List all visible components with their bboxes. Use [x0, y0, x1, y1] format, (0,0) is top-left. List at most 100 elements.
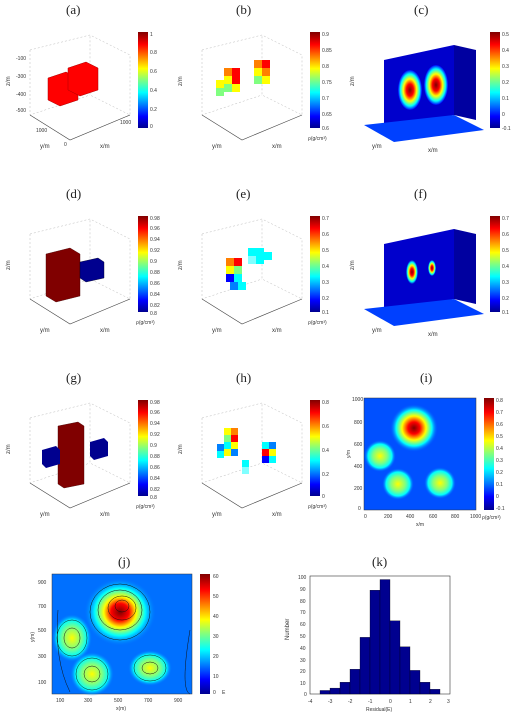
histogram-bar — [339, 682, 351, 695]
svg-text:-2: -2 — [348, 699, 353, 705]
svg-text:0.8: 0.8 — [150, 311, 157, 317]
colorbar-j — [200, 574, 210, 694]
slice-horizontal-f — [364, 299, 484, 326]
svg-text:300: 300 — [84, 698, 93, 704]
histogram-bar — [379, 579, 391, 695]
svg-text:600: 600 — [354, 442, 363, 448]
svg-text:200: 200 — [384, 514, 393, 520]
svg-text:0.4: 0.4 — [502, 264, 509, 270]
svg-text:0.82: 0.82 — [150, 303, 160, 309]
contour-lines — [56, 583, 191, 695]
svg-text:-0.1: -0.1 — [496, 506, 505, 512]
svg-text:Residual(E): Residual(E) — [366, 707, 392, 713]
panel-h-3d-blocks: z/m y/m x/m 0.8 0.6 0.4 0.2 0 ρ(g/cm³) — [178, 400, 329, 518]
panel-i-2d-map: 1000 800 600 400 200 0 0 200 400 600 800… — [346, 397, 505, 528]
svg-text:z/m: z/m — [178, 444, 184, 454]
svg-text:y(m): y(m) — [30, 632, 36, 642]
colorbar-b — [310, 32, 320, 128]
svg-text:z/m: z/m — [6, 444, 12, 454]
svg-text:0.2: 0.2 — [502, 80, 509, 86]
svg-text:1: 1 — [150, 32, 153, 38]
svg-text:100: 100 — [56, 698, 65, 704]
svg-text:0.7: 0.7 — [502, 216, 509, 222]
svg-text:0: 0 — [150, 124, 153, 130]
block-g1 — [57, 421, 85, 489]
svg-text:0.5: 0.5 — [502, 248, 509, 254]
anomaly-j2 — [52, 614, 92, 662]
svg-text:300: 300 — [38, 654, 47, 660]
svg-text:0.5: 0.5 — [496, 434, 503, 440]
histogram-bar — [369, 590, 381, 695]
svg-text:0.96: 0.96 — [150, 410, 160, 416]
svg-text:-500: -500 — [16, 108, 26, 114]
svg-text:ρ(g/cm³): ρ(g/cm³) — [136, 320, 155, 326]
block-e2 — [248, 248, 272, 264]
anomaly-i1 — [390, 404, 438, 452]
block-b1 — [216, 68, 240, 96]
svg-text:90: 90 — [300, 587, 306, 593]
svg-text:50: 50 — [300, 634, 306, 640]
histogram-bar — [319, 690, 331, 695]
svg-text:-400: -400 — [16, 92, 26, 98]
svg-text:0: 0 — [358, 506, 361, 512]
svg-text:0.7: 0.7 — [322, 216, 329, 222]
svg-text:800: 800 — [451, 514, 460, 520]
svg-text:0.2: 0.2 — [496, 470, 503, 476]
svg-text:0.2: 0.2 — [322, 296, 329, 302]
svg-text:0: 0 — [322, 494, 325, 500]
histogram-bar — [429, 689, 441, 695]
histogram-bar — [409, 670, 421, 695]
svg-text:0.1: 0.1 — [322, 310, 329, 316]
colorbar-f — [490, 216, 500, 312]
svg-text:0.4: 0.4 — [322, 264, 329, 270]
svg-text:0.6: 0.6 — [322, 424, 329, 430]
svg-text:z/m: z/m — [350, 260, 356, 270]
svg-text:x/m: x/m — [272, 512, 282, 518]
block-h2 — [242, 460, 249, 474]
svg-text:0.92: 0.92 — [150, 248, 160, 254]
panel-k-histogram: 100 90 80 70 60 50 40 30 20 10 0 -4 -3 -… — [285, 575, 451, 713]
anomaly-i3 — [382, 468, 414, 500]
svg-text:10: 10 — [300, 681, 306, 687]
svg-text:y/m: y/m — [212, 512, 222, 518]
svg-text:y/m: y/m — [212, 144, 222, 150]
colorbar-a — [138, 32, 148, 128]
svg-text:x/m: x/m — [100, 328, 110, 334]
svg-text:-3: -3 — [328, 699, 333, 705]
svg-text:0.6: 0.6 — [496, 422, 503, 428]
svg-text:700: 700 — [144, 698, 153, 704]
svg-text:0.98: 0.98 — [150, 400, 160, 406]
anomaly-c1 — [398, 70, 422, 110]
svg-text:0.1: 0.1 — [502, 310, 509, 316]
svg-text:1000: 1000 — [470, 514, 481, 520]
histogram-bar — [349, 669, 361, 695]
panel-j-contour: 900 700 500 300 100 100 300 500 700 900 … — [30, 573, 226, 712]
svg-text:0.2: 0.2 — [322, 472, 329, 478]
histogram-bar — [419, 682, 431, 695]
panel-e-3d-blocks: z/m y/m x/m 0.7 0.6 0.5 0.4 0.3 0.2 0.1 … — [178, 216, 329, 334]
panel-label-j: (j) — [118, 554, 131, 569]
svg-text:-0.1: -0.1 — [502, 126, 511, 132]
svg-text:0.8: 0.8 — [496, 398, 503, 404]
svg-text:x/m: x/m — [428, 148, 438, 154]
svg-text:x/m: x/m — [416, 522, 424, 528]
block-h3 — [262, 442, 276, 463]
svg-text:100: 100 — [38, 680, 47, 686]
svg-text:0.86: 0.86 — [150, 465, 160, 471]
anomaly-j4 — [128, 650, 172, 686]
colorbar-c — [490, 32, 500, 128]
svg-text:0.4: 0.4 — [322, 448, 329, 454]
block-e1 — [226, 258, 246, 290]
svg-text:400: 400 — [406, 514, 415, 520]
anomaly-j3 — [70, 652, 114, 696]
svg-text:-100: -100 — [16, 56, 26, 62]
panel-label-e: (e) — [236, 186, 251, 201]
svg-text:900: 900 — [38, 580, 47, 586]
svg-text:3: 3 — [447, 699, 450, 705]
svg-text:700: 700 — [38, 604, 47, 610]
colorbar-e — [310, 216, 320, 312]
svg-text:0.6: 0.6 — [322, 126, 329, 132]
anomaly-i2 — [364, 440, 396, 472]
svg-text:0.92: 0.92 — [150, 432, 160, 438]
svg-text:0.5: 0.5 — [322, 248, 329, 254]
